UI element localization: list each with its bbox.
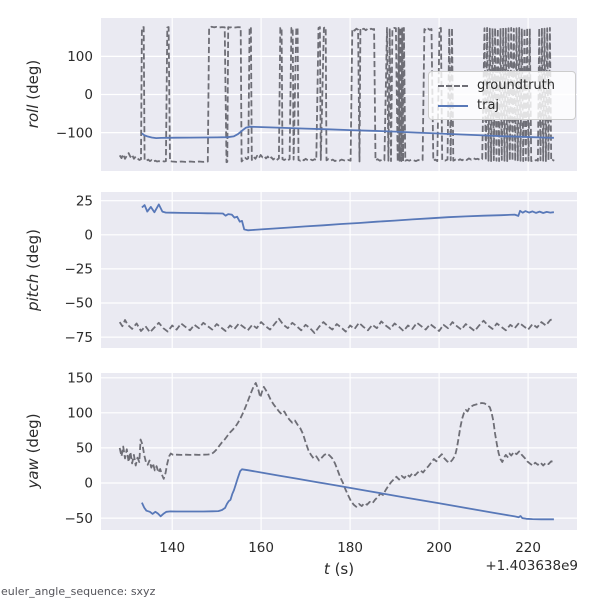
y-tick-label-roll: 100 xyxy=(67,49,93,65)
y-tick-label-pitch: −75 xyxy=(65,330,94,346)
groundtruth-line-sample xyxy=(438,84,468,87)
y-tick-label-pitch: 25 xyxy=(76,193,93,209)
x-axis-offset-text: +1.403638e9 xyxy=(485,558,578,574)
x-tick-label: 200 xyxy=(426,540,452,556)
x-tick-label: 180 xyxy=(337,540,363,556)
legend: groundtruth traj xyxy=(428,71,576,120)
x-axis-label-math: t xyxy=(323,560,330,578)
roll-axis-label-math: roll xyxy=(24,104,42,129)
x-tick-label: 160 xyxy=(248,540,274,556)
traj-line-pitch xyxy=(141,203,554,232)
roll-axis-label-unit: (deg) xyxy=(24,59,42,105)
pitch-axis-label-unit: (deg) xyxy=(24,228,42,274)
y-tick-label-yaw: −50 xyxy=(65,511,94,527)
legend-entry-groundtruth: groundtruth xyxy=(438,78,566,93)
y-tick-label-pitch: 0 xyxy=(84,228,93,244)
groundtruth-line-yaw xyxy=(118,382,555,508)
x-tick-label: 140 xyxy=(159,540,185,556)
traj-line-roll xyxy=(141,125,554,140)
legend-label-traj: traj xyxy=(477,98,500,113)
roll-axis-label: roll (deg) xyxy=(24,60,42,128)
yaw-axis-label-unit: (deg) xyxy=(24,413,42,459)
y-tick-label-yaw: 0 xyxy=(84,476,93,492)
pitch-axis-label-math: pitch xyxy=(24,273,42,312)
legend-label-groundtruth: groundtruth xyxy=(477,78,556,93)
x-axis-label-unit: (s) xyxy=(329,560,355,578)
footer-note: euler_angle_sequence: sxyz xyxy=(1,585,156,598)
traj-line-yaw xyxy=(141,468,554,521)
y-tick-label-yaw: 50 xyxy=(76,441,93,457)
legend-entry-traj: traj xyxy=(438,98,566,113)
y-tick-label-yaw: 150 xyxy=(67,371,93,387)
y-tick-label-pitch: −25 xyxy=(65,262,94,278)
yaw-axis-label-math: yaw xyxy=(24,458,42,489)
y-tick-label-roll: −100 xyxy=(56,125,93,141)
traj-line-sample xyxy=(438,104,468,107)
y-tick-label-yaw: 100 xyxy=(67,406,93,422)
x-tick-label: 220 xyxy=(515,540,541,556)
x-axis-label: t (s) xyxy=(324,560,354,578)
y-tick-label-pitch: −50 xyxy=(65,296,94,312)
plot-area-pitch xyxy=(101,192,577,348)
pitch-axis-label: pitch (deg) xyxy=(24,229,42,311)
y-tick-label-roll: 0 xyxy=(84,87,93,103)
yaw-axis-label: yaw (deg) xyxy=(24,413,42,488)
